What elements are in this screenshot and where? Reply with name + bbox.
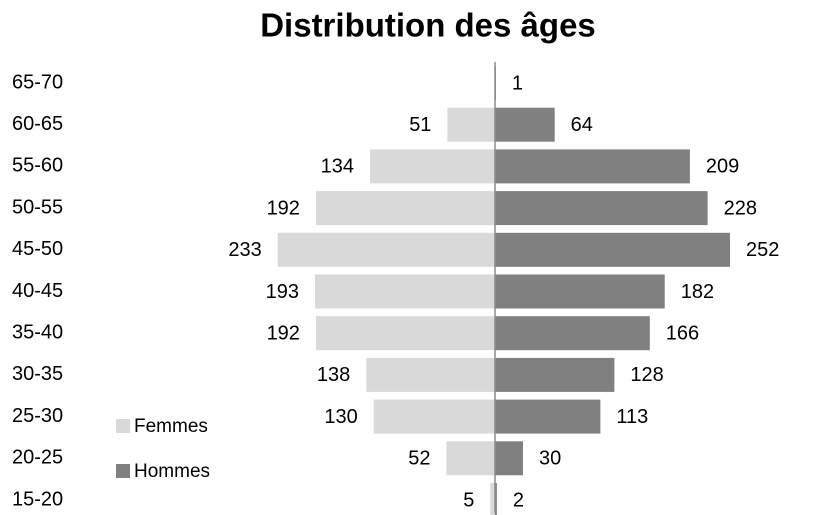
category-label: 55-60 (12, 155, 63, 177)
legend-swatch (116, 419, 130, 433)
value-label: 193 (266, 281, 299, 303)
value-label: 252 (746, 239, 779, 261)
value-label: 233 (228, 239, 261, 261)
bar (495, 483, 497, 515)
bar (495, 316, 650, 351)
value-label: 64 (571, 114, 593, 136)
category-label: 50-55 (12, 196, 63, 218)
bar (495, 399, 601, 434)
bar (495, 191, 708, 226)
value-label: 128 (630, 364, 663, 386)
category-label: 65-70 (12, 71, 63, 93)
value-label: 134 (321, 156, 354, 178)
legend-label: Hommes (134, 461, 210, 482)
value-label: 138 (317, 364, 350, 386)
value-label: 228 (724, 197, 757, 219)
bar (315, 274, 495, 309)
bar (495, 149, 690, 184)
bar (315, 316, 495, 351)
value-label: 52 (408, 448, 430, 470)
bar (366, 357, 495, 392)
bar (277, 232, 495, 267)
category-label: 60-65 (12, 113, 63, 135)
category-label: 25-30 (12, 405, 63, 427)
value-label: 2 (513, 489, 524, 511)
value-label: 192 (267, 197, 300, 219)
category-label: 20-25 (12, 447, 63, 469)
legend-swatch (116, 464, 130, 478)
bar (495, 274, 665, 309)
category-label: 45-50 (12, 238, 63, 260)
chart-title: Distribution des âges (260, 7, 596, 44)
bar (370, 149, 495, 184)
value-label: 130 (324, 406, 357, 428)
category-label: 40-45 (12, 280, 63, 302)
value-label: 30 (539, 448, 561, 470)
legend-label: Femmes (134, 416, 208, 437)
value-label: 192 (267, 322, 300, 344)
bar (495, 441, 523, 476)
bar (447, 107, 495, 142)
category-label: 15-20 (12, 488, 63, 510)
bar (495, 357, 615, 392)
bar (373, 399, 495, 434)
bar (490, 483, 495, 515)
bar (495, 107, 555, 142)
value-label: 51 (409, 114, 431, 136)
value-label: 209 (706, 156, 739, 178)
category-label: 35-40 (12, 321, 63, 343)
bar (495, 232, 730, 267)
value-label: 113 (616, 406, 648, 428)
value-label: 1 (512, 72, 523, 94)
value-label: 5 (463, 489, 474, 511)
value-label: 166 (666, 322, 699, 344)
value-label: 182 (681, 281, 714, 303)
bar (315, 191, 495, 226)
bar (446, 441, 495, 476)
category-label: 30-35 (12, 363, 63, 385)
